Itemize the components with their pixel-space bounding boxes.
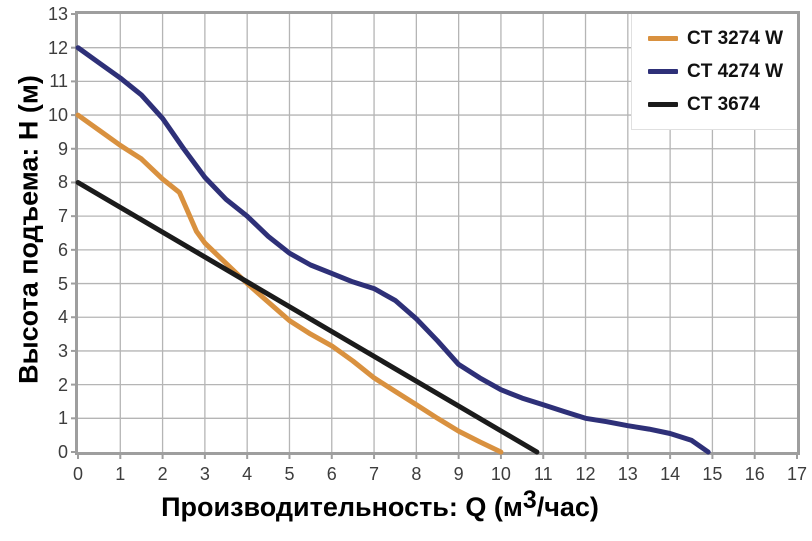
gridlines — [78, 14, 797, 452]
x-tick-label: 12 — [575, 464, 596, 484]
x-tick-label: 15 — [702, 464, 723, 484]
x-axis-title-text: Производительность: Q (м — [161, 492, 523, 522]
y-tick-label: 4 — [57, 307, 68, 328]
legend-label: CT 3274 W — [687, 28, 784, 49]
x-tick-label: 1 — [115, 464, 126, 484]
x-tick-label: 3 — [199, 464, 210, 484]
x-axis-title: Производительность: Q (м3/час) — [0, 488, 760, 523]
y-tick-label: 11 — [49, 71, 68, 92]
y-tick-label: 7 — [57, 206, 68, 227]
y-tick-label: 5 — [57, 273, 68, 294]
legend: CT 3274 W CT 4274 W CT 3674 — [631, 14, 797, 130]
legend-label: CT 4274 W — [687, 61, 784, 82]
y-tick-label: 8 — [57, 172, 68, 193]
legend-item: CT 3674 — [648, 94, 797, 115]
legend-item: CT 3274 W — [648, 28, 797, 49]
x-tick-label: 7 — [369, 464, 380, 484]
y-tick-label: 10 — [47, 105, 68, 126]
y-tick-label: 0 — [57, 442, 68, 462]
x-axis-title-superscript: 3 — [522, 486, 537, 514]
legend-line-swatch-blue — [648, 69, 678, 74]
plot-area: CT 3274 W CT 4274 W CT 3674 — [71, 11, 800, 459]
legend-label: CT 3674 — [687, 94, 760, 115]
x-tick-label: 9 — [453, 464, 464, 484]
x-tick-label: 0 — [72, 464, 83, 484]
y-tick-label: 1 — [57, 408, 68, 429]
series-curve-3 — [75, 180, 540, 455]
chart-canvas — [71, 13, 798, 459]
x-tick-label: 6 — [326, 464, 337, 484]
series-curve-1 — [75, 112, 504, 455]
y-tick-label: 9 — [57, 138, 68, 159]
y-tick-label: 13 — [47, 4, 68, 24]
y-tick-label: 6 — [57, 239, 68, 260]
tick-marks — [71, 13, 798, 459]
x-tick-label: 5 — [284, 464, 295, 484]
x-tick-label: 8 — [411, 464, 422, 484]
y-tick-label: 2 — [57, 374, 68, 395]
x-tick-label: 14 — [660, 464, 681, 484]
x-axis-title-suffix: /час) — [536, 492, 599, 522]
x-tick-label: 16 — [744, 464, 765, 484]
legend-line-swatch-orange — [648, 36, 678, 41]
y-tick-label: 3 — [57, 340, 68, 361]
x-tick-label: 4 — [242, 464, 253, 484]
x-tick-label: 2 — [157, 464, 168, 484]
legend-item: CT 4274 W — [648, 61, 797, 82]
y-tick-label: 12 — [47, 37, 68, 58]
legend-line-swatch-black — [648, 102, 678, 107]
x-tick-label: 10 — [490, 464, 511, 484]
x-tick-label: 11 — [533, 464, 553, 484]
x-tick-label: 13 — [617, 464, 638, 484]
x-tick-label: 17 — [786, 464, 808, 484]
series-curve-2 — [75, 45, 711, 455]
